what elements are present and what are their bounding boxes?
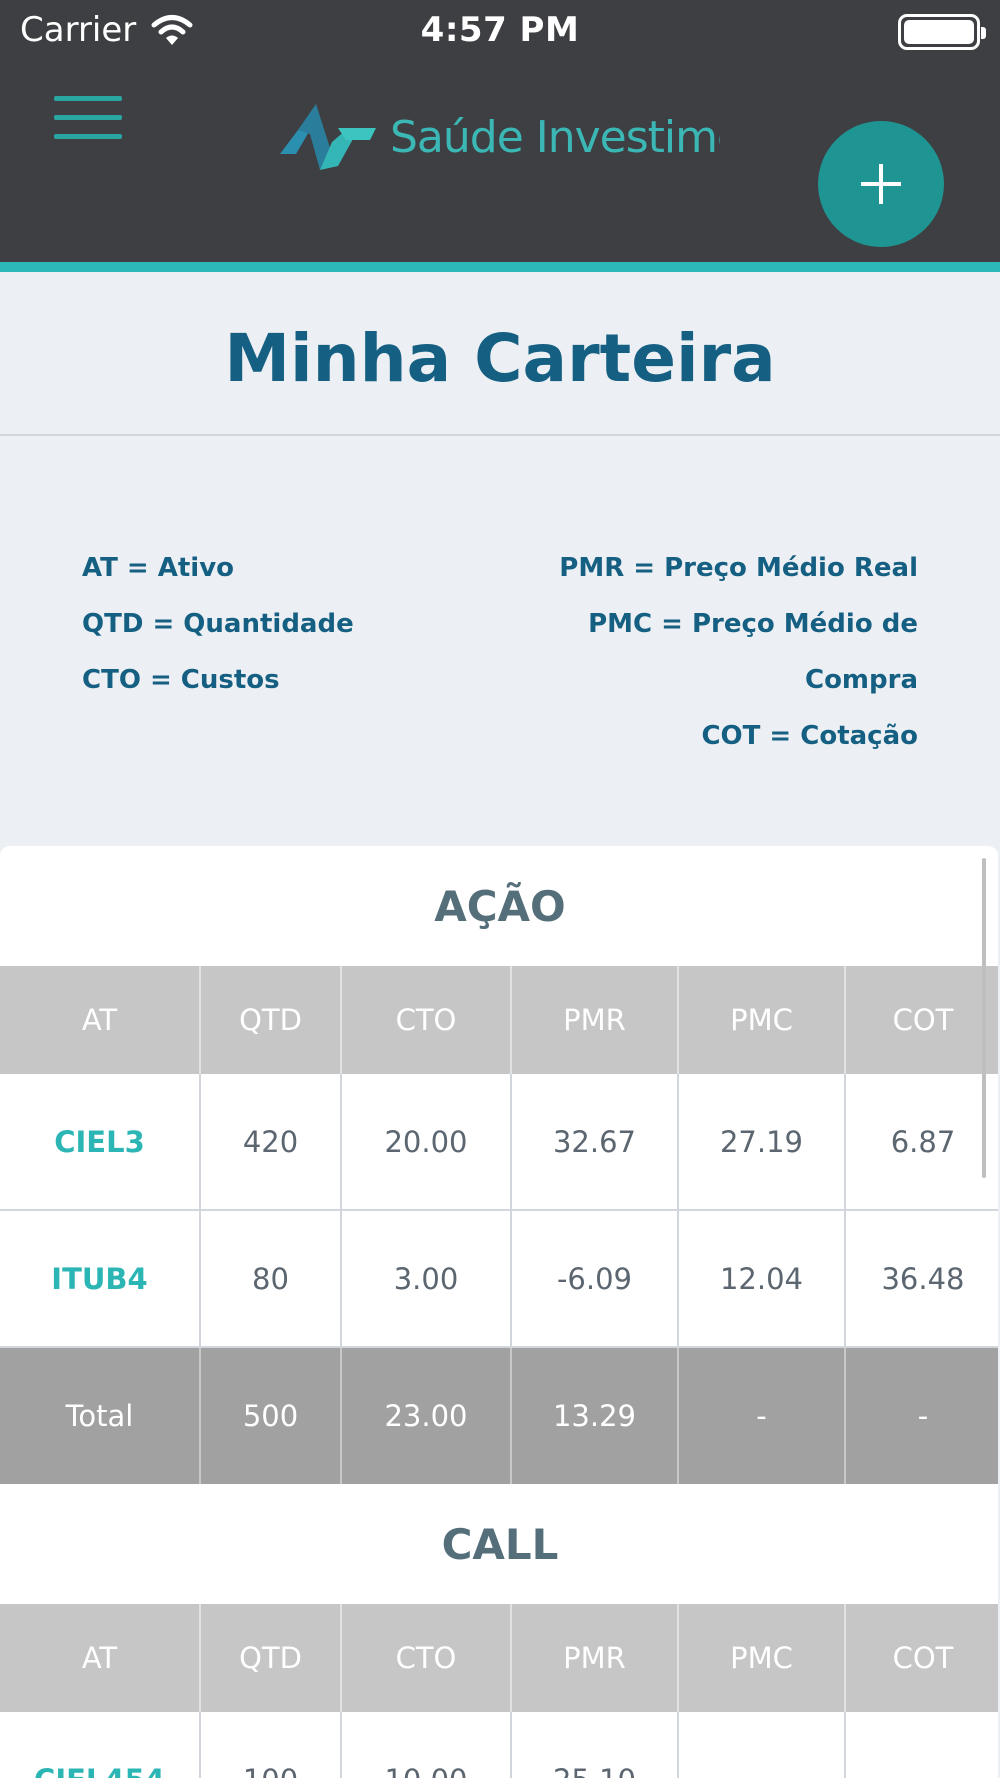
column-header-at: AT: [0, 966, 201, 1074]
legend-item: PMC = Preço Médio de: [588, 609, 918, 639]
asset-link[interactable]: CIEL454: [0, 1712, 201, 1778]
plus-icon: [861, 164, 901, 204]
column-header-cto: CTO: [342, 966, 512, 1074]
total-pmc: -: [679, 1348, 846, 1484]
add-button[interactable]: [818, 121, 944, 247]
legend-item: AT = Ativo: [82, 553, 235, 583]
column-header-pmr: PMR: [512, 1604, 679, 1712]
total-row: Total 500 23.00 13.29 - -: [0, 1348, 998, 1484]
pmr-cell: -6.09: [512, 1211, 679, 1348]
pmc-cell: 12.04: [679, 1211, 846, 1348]
pmc-cell: [679, 1712, 846, 1778]
cot-cell: 36.48: [846, 1211, 998, 1348]
carrier-label: Carrier: [20, 10, 137, 50]
legend-left: AT = Ativo QTD = Quantidade CTO = Custos: [82, 540, 354, 708]
wifi-icon: [151, 15, 193, 45]
page-title: Minha Carteira: [224, 320, 776, 397]
portfolio-card[interactable]: AÇÃO AT QTD CTO PMR PMC COT CIEL3 420 20…: [0, 846, 998, 1778]
pmc-cell: 27.19: [679, 1074, 846, 1211]
carrier-info: Carrier: [20, 10, 194, 50]
cot-cell: 6.87: [846, 1074, 998, 1211]
battery-icon: [898, 14, 986, 50]
column-header-cto: CTO: [342, 1604, 512, 1712]
hamburger-menu-icon[interactable]: [54, 96, 122, 140]
total-pmr: 13.29: [512, 1348, 679, 1484]
app-logo: Saúde Investimen: [280, 92, 720, 182]
status-bar: Carrier 4:57 PM: [0, 0, 1000, 64]
scrollbar[interactable]: [982, 858, 986, 1178]
asset-link[interactable]: ITUB4: [0, 1211, 201, 1348]
section-title-acao: AÇÃO: [434, 881, 566, 931]
column-header-cot: COT: [846, 1604, 998, 1712]
section-title-call: CALL: [441, 1519, 559, 1569]
cto-cell: 10.00: [342, 1712, 512, 1778]
title-divider: [0, 434, 1000, 436]
column-header-pmr: PMR: [512, 966, 679, 1074]
column-header-pmc: PMC: [679, 1604, 846, 1712]
total-cto: 23.00: [342, 1348, 512, 1484]
table-row[interactable]: ITUB4 80 3.00 -6.09 12.04 36.48: [0, 1211, 998, 1348]
table-row[interactable]: CIEL3 420 20.00 32.67 27.19 6.87: [0, 1074, 998, 1211]
total-label: Total: [0, 1348, 201, 1484]
column-header-pmc: PMC: [679, 966, 846, 1074]
status-time: 4:57 PM: [420, 10, 580, 50]
table-row[interactable]: CIEL454 100 10.00 25.10: [0, 1712, 998, 1778]
pmr-cell: 25.10: [512, 1712, 679, 1778]
qtd-cell: 80: [201, 1211, 342, 1348]
cot-cell: [846, 1712, 998, 1778]
legend-item: Compra: [804, 665, 918, 695]
asset-link[interactable]: CIEL3: [0, 1074, 201, 1211]
total-cot: -: [846, 1348, 998, 1484]
qtd-cell: 100: [201, 1712, 342, 1778]
legend-item: COT = Cotação: [701, 721, 918, 751]
column-header-cot: COT: [846, 966, 998, 1074]
legend-item: PMR = Preço Médio Real: [559, 553, 918, 583]
column-header-qtd: QTD: [201, 1604, 342, 1712]
qtd-cell: 420: [201, 1074, 342, 1211]
table-header: AT QTD CTO PMR PMC COT: [0, 966, 998, 1074]
column-header-at: AT: [0, 1604, 201, 1712]
table-header: AT QTD CTO PMR PMC COT: [0, 1604, 998, 1712]
cto-cell: 20.00: [342, 1074, 512, 1211]
logo-heartbeat-icon: [280, 104, 376, 170]
pmr-cell: 32.67: [512, 1074, 679, 1211]
logo-text: Saúde Investimen: [390, 111, 720, 163]
cto-cell: 3.00: [342, 1211, 512, 1348]
legend-item: QTD = Quantidade: [82, 609, 354, 639]
column-header-qtd: QTD: [201, 966, 342, 1074]
legend-item: CTO = Custos: [82, 665, 280, 695]
nav-accent-line: [0, 262, 1000, 272]
total-qtd: 500: [201, 1348, 342, 1484]
legend-right: PMR = Preço Médio Real PMC = Preço Médio…: [540, 540, 918, 764]
